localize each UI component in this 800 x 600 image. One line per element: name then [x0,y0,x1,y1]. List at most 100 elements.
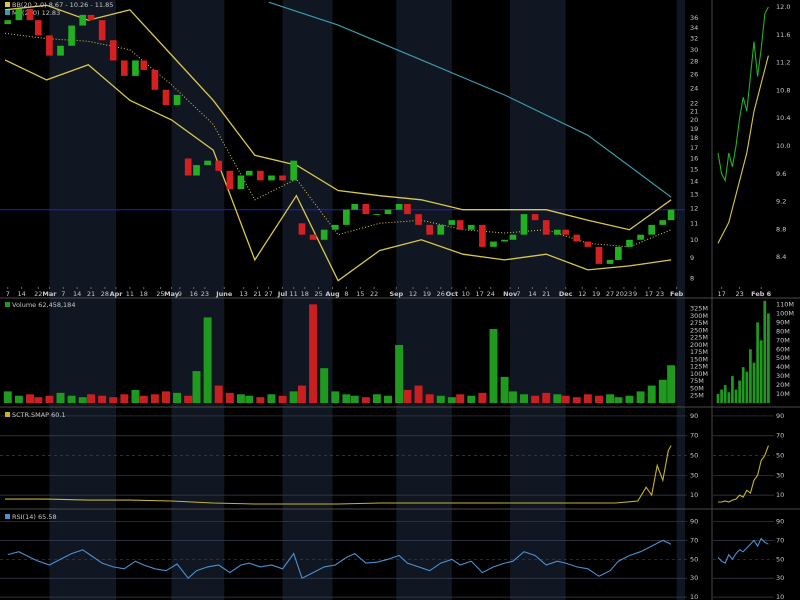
volume-bar [478,392,487,403]
candle [448,220,456,225]
volume-bar [98,395,107,403]
y-tick-label: 15 [690,166,698,174]
y-tick-label: 28 [690,58,698,66]
x-tick-label: 26 [437,290,445,298]
volume-bar [67,395,76,403]
volume-bar [289,391,298,403]
y-tick-label: 30 [690,574,698,582]
volume-bar [34,397,43,403]
y-tick-label: 20 [690,116,698,124]
volume-bar [184,395,193,403]
volume-bar [131,389,140,403]
volume-bar [561,395,570,403]
candle [373,214,381,216]
month-stripe [49,0,117,600]
indicator-line [717,55,769,244]
candle [426,224,433,235]
y-tick-label: 70M [776,336,790,344]
volume-bar [214,385,223,403]
x-tick-label: 19 [592,290,600,298]
volume-bar [647,385,656,403]
y-tick-label: 10.4 [776,114,790,122]
x-tick-label: 10 [462,290,470,298]
x-tick-label: 17 [717,290,725,298]
x-tick-label: 7 [516,290,520,298]
volume-bar [120,394,129,403]
volume-bar [256,397,265,403]
candle [268,175,275,181]
candle [298,223,306,235]
y-tick-label: 10 [690,491,698,499]
volume-bar [225,392,234,403]
x-tick-label: 22 [34,290,42,298]
x-tick-label: Nov [503,290,518,298]
x-tick-label: 23 [201,290,209,298]
y-tick-label: 10 [776,593,784,600]
candle [331,224,339,230]
candle [351,203,359,210]
volume-bar [320,368,329,403]
x-tick-label: 24 [487,290,495,298]
y-tick-label: 50M [690,384,704,392]
volume-bar [456,394,465,403]
candle [606,259,614,264]
volume-bar [447,397,456,403]
x-tick-label: 12 [578,290,586,298]
y-tick-label: 90 [690,412,698,420]
candle [384,209,392,215]
volume-bar [56,392,65,403]
month-stripe [396,0,452,600]
x-tick-label: 25 [314,290,322,298]
legend-swatch [5,514,10,519]
volume-bar [139,395,148,403]
candle [553,229,561,235]
y-tick-label: 30 [690,471,698,479]
candle [659,220,667,225]
volume-bar [467,395,476,403]
volume-bar [752,362,756,403]
candle [415,214,422,225]
candle [68,25,75,46]
volume-bar [520,394,529,403]
volume-bar [720,389,723,403]
y-tick-label: 32 [690,35,698,43]
candle [595,246,603,264]
y-tick-label: 10 [690,593,698,600]
candle [109,40,117,61]
y-tick-label: 30M [776,372,790,380]
y-tick-label: 70 [776,536,784,544]
y-tick-label: 50 [776,452,784,460]
candle [184,158,192,176]
y-tick-label: 11.2 [776,59,790,67]
candle [193,165,200,176]
candle [237,175,245,190]
indicator-line [717,537,769,564]
y-tick-label: 90 [776,517,784,525]
y-tick-label: 70 [690,432,698,440]
x-tick-label: 13 [240,290,248,298]
y-tick-label: 150M [690,355,708,363]
y-tick-label: 225M [690,334,708,342]
candle [626,239,633,247]
candle [121,60,128,76]
x-tick-label: 21 [542,290,550,298]
volume-bar [203,317,212,403]
x-tick-label: 14 [73,290,81,298]
bollinger-lower [4,59,672,282]
x-tick-label: 18 [301,290,309,298]
x-tick-label: Jul [277,290,287,298]
volume-bar [3,391,12,403]
volume-bar [508,391,517,403]
volume-bar [425,394,434,403]
y-tick-label: 8.8 [776,225,786,233]
volume-bar [767,313,770,403]
y-tick-label: 13 [690,190,698,198]
volume-bar [384,395,393,403]
moving-average [268,1,672,198]
candle [309,234,317,240]
y-tick-label: 12 [690,204,698,212]
y-tick-label: 17 [690,144,698,152]
volume-bar [78,397,87,403]
volume-bar [109,397,118,403]
